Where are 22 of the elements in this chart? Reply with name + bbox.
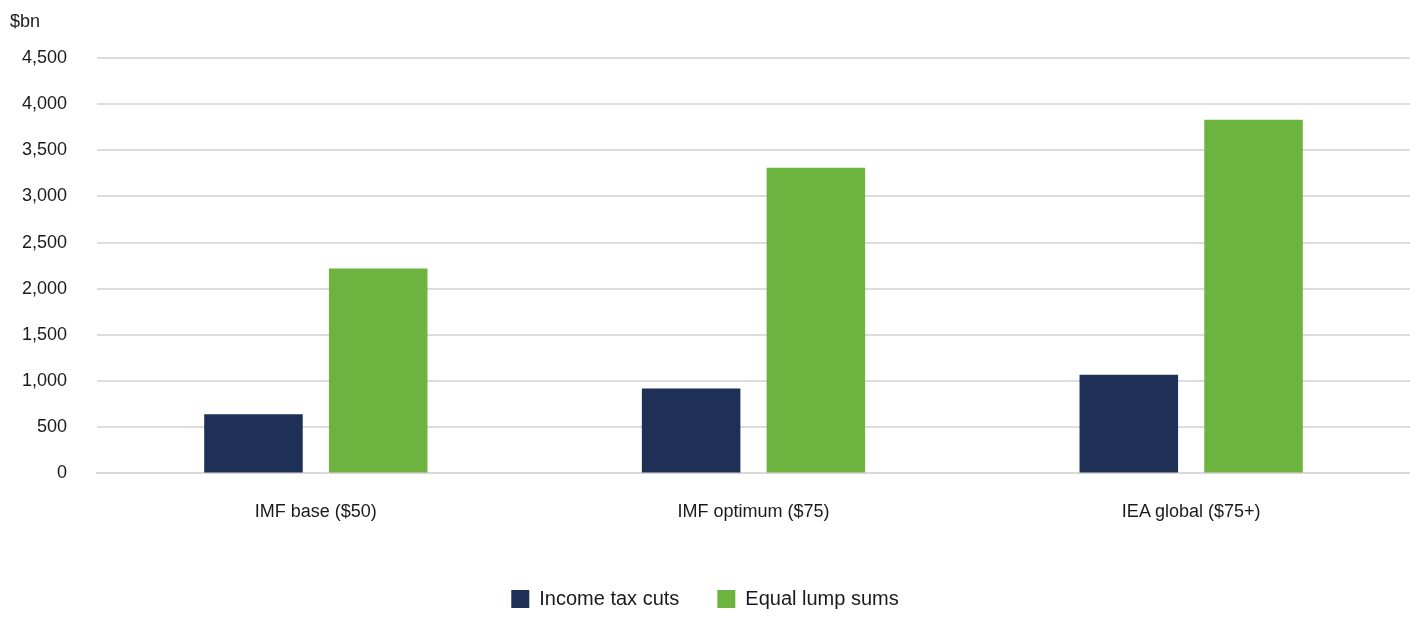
y-tick-label: 2,000 (21, 277, 67, 298)
bar (328, 268, 428, 473)
y-axis-title: $bn (10, 10, 41, 31)
bar (641, 388, 741, 473)
x-tick-label: IMF base ($50) (254, 501, 377, 522)
y-tick-label: 3,000 (21, 185, 67, 206)
bar (1204, 119, 1303, 473)
x-tick-label: IEA global ($75+) (1121, 501, 1261, 522)
y-tick-label: 500 (36, 416, 67, 437)
y-tick-label: 2,500 (21, 231, 67, 252)
y-tick-label: 1,000 (21, 370, 67, 391)
y-tick-label: 4,000 (21, 93, 67, 114)
y-tick-label: 0 (56, 462, 67, 483)
y-tick-label: 1,500 (21, 323, 67, 344)
bar (766, 167, 866, 473)
bar (204, 414, 303, 473)
bar (1079, 374, 1179, 473)
x-tick-label: IMF optimum ($75) (677, 501, 830, 522)
legend-label: Income tax cuts (539, 586, 680, 609)
y-tick-label: 3,500 (21, 139, 67, 160)
legend-label: Equal lump sums (745, 586, 899, 609)
y-tick-label: 4,500 (21, 46, 67, 67)
